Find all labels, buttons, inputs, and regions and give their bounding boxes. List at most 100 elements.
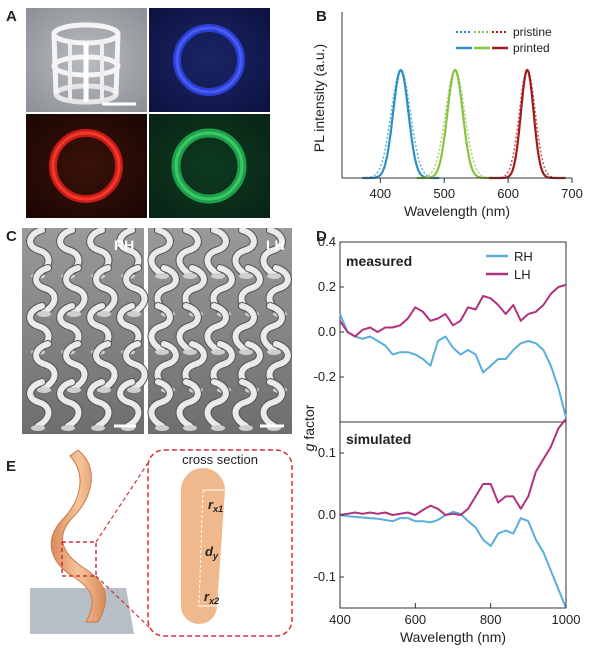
lh-label: LH: [266, 237, 285, 253]
helix-base: [211, 349, 225, 355]
cross-section-box: [147, 449, 293, 637]
sem-cage-tile: [26, 8, 147, 112]
d-legend-lh: LH: [514, 267, 531, 282]
helix-base: [67, 387, 81, 393]
d-y-axis-label: g factor: [301, 404, 317, 451]
helix-base: [155, 349, 169, 355]
panel-b-chart: 400 500 600 700 Wavelength (nm) PL intensit…: [311, 12, 583, 219]
helix-pillar: [148, 379, 173, 429]
helix-pillar: [117, 379, 142, 429]
helix-base: [31, 425, 45, 431]
helix-base: [127, 311, 141, 317]
helix-pillar: [123, 341, 148, 391]
green-fluorescence-tile: [149, 114, 270, 218]
helix-pillar: [176, 379, 201, 429]
d-x-tick-label: 800: [480, 612, 502, 627]
helix-pillar: [176, 228, 201, 277]
d-y-tick-label: 0.1: [318, 445, 336, 460]
d-measured-title: measured: [346, 253, 412, 269]
helix-base: [239, 273, 253, 279]
d-y-tick-label: 0.4: [318, 234, 336, 249]
panel-label-b: B: [316, 8, 327, 25]
d-series-lh-1: [339, 418, 567, 516]
helix-pillar: [260, 228, 285, 277]
helix-pillar: [27, 379, 52, 429]
helix-base: [183, 425, 197, 431]
d-legend-rh: RH: [514, 249, 533, 264]
b-x-tick-label: 700: [561, 186, 583, 201]
helix-base: [155, 273, 169, 279]
d-y-tick-label: -0.1: [314, 569, 336, 584]
helix-pillar: [63, 265, 88, 315]
d-x-axis-label: Wavelength (nm): [400, 629, 506, 645]
helix-base: [267, 273, 281, 279]
b-legend: pristine printed: [456, 25, 552, 55]
b-x-tick-label: 600: [497, 186, 519, 201]
d-series-lh-0: [339, 283, 567, 338]
b-series-pristine-2: [488, 69, 566, 179]
d-y-tick-label: -0.2: [314, 369, 336, 384]
helix-pillar: [232, 303, 257, 353]
helix-base: [67, 311, 81, 317]
helix-base: [239, 349, 253, 355]
blue-fluorescence-tile: [149, 8, 270, 112]
b-series-printed-2: [488, 68, 566, 180]
cross-section-shape: [181, 468, 225, 624]
d-y-tick-label: 0.0: [318, 507, 336, 522]
helix-base: [61, 425, 75, 431]
helix-pillar: [87, 379, 112, 429]
d-legend: RH LH: [486, 249, 533, 282]
b-series-pristine-1: [416, 69, 494, 179]
d-x-tick-label: 1000: [552, 612, 581, 627]
helix-pillar: [260, 303, 285, 353]
b-x-axis-label: Wavelength (nm): [404, 203, 510, 219]
helix-base: [183, 273, 197, 279]
d-y-tick-label: 0.0: [318, 324, 336, 339]
d-simulated-frame: [339, 421, 567, 609]
helix-pillar: [148, 303, 173, 353]
helix-pillar: [204, 379, 229, 429]
panel-a-image-grid: [26, 8, 270, 218]
helix-pillar: [204, 303, 229, 353]
helix-base: [155, 425, 169, 431]
rx1-label: rx1: [208, 497, 223, 514]
helix-pillar: [63, 341, 88, 391]
helix-pillar: [260, 379, 285, 429]
b-series-printed-0: [362, 68, 440, 180]
helix-pillar: [148, 228, 173, 277]
helix-pillar: [176, 303, 201, 353]
helix-base: [97, 387, 111, 393]
helix-pillar: [33, 265, 58, 315]
dy-label: dy: [205, 544, 219, 561]
helix-base: [97, 311, 111, 317]
helix-base: [267, 349, 281, 355]
d-x-tick-label: 400: [329, 612, 351, 627]
helix-base: [239, 425, 253, 431]
helix-structure: [50, 449, 106, 623]
d-simulated-title: simulated: [346, 431, 411, 447]
helix-pillar: [232, 379, 257, 429]
panel-label-d: D: [316, 228, 327, 245]
rh-label: RH: [114, 237, 134, 253]
cross-section-title: cross section: [182, 452, 258, 467]
helix-base: [211, 273, 225, 279]
substrate: [30, 588, 134, 634]
b-x-tick-label: 400: [369, 186, 391, 201]
helix-base: [37, 387, 51, 393]
b-series-printed-1: [416, 68, 494, 180]
helix-pillar: [93, 341, 118, 391]
helix-pillar: [204, 228, 229, 277]
helix-base: [127, 387, 141, 393]
d-series-rh-0: [339, 313, 567, 418]
panel-e-diagram: cross section rx1 dy rx2: [30, 449, 293, 637]
d-y-tick-label: 0.2: [318, 279, 336, 294]
red-fluorescence-tile: [26, 114, 147, 218]
panel-label-c: C: [6, 228, 17, 245]
helix-base: [37, 311, 51, 317]
b-y-axis-label: PL intensity (a.u.): [311, 44, 327, 152]
helix-pillar: [232, 228, 257, 277]
b-legend-pristine: pristine: [513, 25, 552, 39]
rx2-label: rx2: [204, 589, 219, 606]
panel-c-sem-images: RH LH: [22, 228, 292, 434]
b-series-pristine-0: [362, 69, 440, 179]
